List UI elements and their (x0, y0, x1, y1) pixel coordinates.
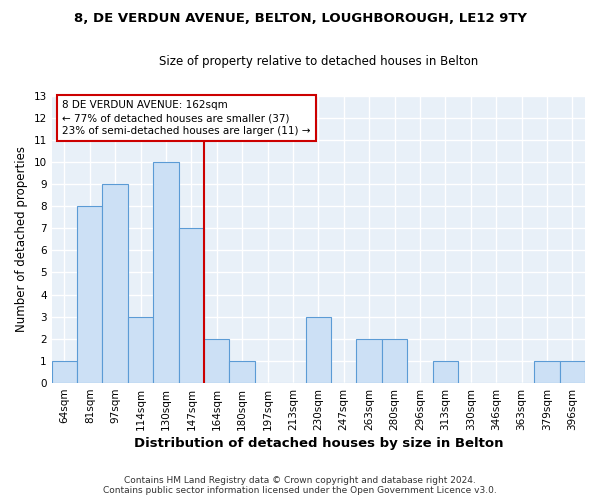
Bar (153, 162, 179, 383)
Bar (77, 206, 103, 383)
Y-axis label: Number of detached properties: Number of detached properties (15, 146, 28, 332)
Bar (305, 316, 331, 383)
X-axis label: Distribution of detached houses by size in Belton: Distribution of detached houses by size … (134, 437, 503, 450)
Bar (229, 361, 255, 383)
Bar (560, 361, 585, 383)
Bar (103, 184, 128, 383)
Bar (128, 316, 153, 383)
Bar (179, 228, 204, 383)
Bar (534, 361, 560, 383)
Text: Contains HM Land Registry data © Crown copyright and database right 2024.
Contai: Contains HM Land Registry data © Crown c… (103, 476, 497, 495)
Title: Size of property relative to detached houses in Belton: Size of property relative to detached ho… (159, 55, 478, 68)
Bar (356, 339, 382, 383)
Bar (52, 361, 77, 383)
Bar (382, 339, 407, 383)
Bar (204, 339, 229, 383)
Text: 8, DE VERDUN AVENUE, BELTON, LOUGHBOROUGH, LE12 9TY: 8, DE VERDUN AVENUE, BELTON, LOUGHBOROUG… (74, 12, 527, 26)
Bar (433, 361, 458, 383)
Text: 8 DE VERDUN AVENUE: 162sqm
← 77% of detached houses are smaller (37)
23% of semi: 8 DE VERDUN AVENUE: 162sqm ← 77% of deta… (62, 100, 311, 136)
